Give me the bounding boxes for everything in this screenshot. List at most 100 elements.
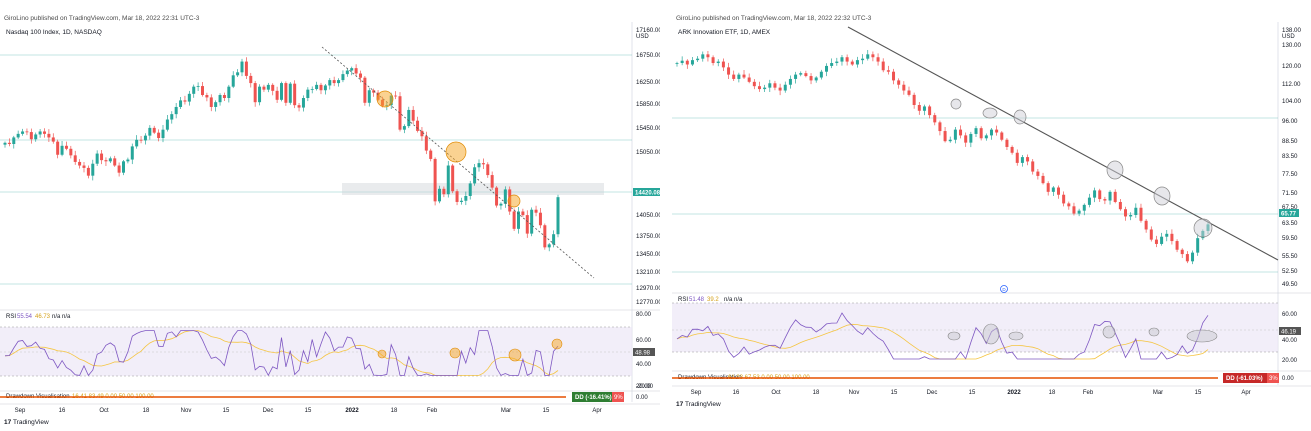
time-tick-label: 15 (969, 390, 976, 396)
touch-point-circle (1193, 218, 1213, 238)
time-tick-label: Oct (771, 390, 781, 396)
touch-point-circle (1013, 109, 1027, 125)
drawdown-badge-text: DD (-61.03%) (1226, 376, 1263, 382)
candle-body (1036, 171, 1040, 176)
right-chart-canvas[interactable]: 138.00 130.00 120.00 112.00 104.00 96.00 88.50… (672, 0, 1311, 431)
last-price-badge-text: 14420.08 (635, 190, 660, 196)
candle-body (249, 75, 253, 84)
candle-body (196, 86, 200, 87)
candle-body (1175, 241, 1179, 250)
candle-body (727, 67, 731, 75)
candle-body (394, 95, 398, 97)
candle-body (222, 95, 226, 99)
candle-body (680, 60, 684, 64)
candle-body (912, 94, 916, 105)
candle-body (499, 203, 503, 206)
price-tick-label: 13450.00 (636, 251, 660, 258)
rsi-touch-circle (1148, 327, 1160, 337)
candle-body (1077, 210, 1081, 214)
candle-body (301, 98, 305, 108)
rsi-tick-label: 20.00 (636, 384, 652, 390)
candle-body (148, 127, 152, 136)
candle-body (310, 89, 314, 90)
rsi-last-badge-text: 48.98 (635, 350, 651, 356)
dividend-event-icon[interactable] (1000, 285, 1008, 293)
candle-body (938, 122, 942, 132)
candle-body (354, 68, 358, 74)
price-tick-label: 120.00 (1282, 63, 1301, 70)
price-tick-label: 88.50 (1282, 138, 1298, 145)
drawdown-badge-tail (1267, 373, 1279, 383)
candle-body (886, 70, 890, 72)
candle-body (152, 127, 156, 133)
rsi-ma-line (4, 330, 559, 376)
candle-body (7, 142, 11, 145)
rsi-last-badge-text: 46.19 (1281, 329, 1297, 335)
time-tick-label: Nov (849, 390, 860, 396)
candle-body (1124, 209, 1128, 217)
rsi-ma-legend-value: 46.73 (35, 314, 51, 320)
candle-body (788, 78, 792, 85)
candle-body (47, 133, 51, 138)
candle-body (696, 58, 700, 61)
candle-body (459, 200, 463, 202)
candle-body (12, 137, 16, 145)
candle-body (21, 131, 25, 134)
candle-body (799, 73, 803, 75)
drawdown-tick-label: 0.00 (1282, 376, 1294, 382)
candle-body (416, 120, 420, 131)
candle-body (1180, 249, 1184, 255)
candle-body (126, 159, 130, 162)
candle-body (814, 77, 818, 81)
candle-body (332, 80, 336, 84)
currency-label: USD (636, 34, 649, 40)
price-tick-label: 112.00 (1282, 81, 1301, 88)
candle-body (337, 80, 341, 84)
time-tick-label: 2022 (1007, 390, 1021, 396)
candle-body (534, 209, 538, 213)
candle-body (372, 90, 376, 93)
time-tick-label: Dec (927, 390, 938, 396)
candle-body (861, 58, 865, 61)
candle-body (451, 165, 455, 192)
candle-body (262, 86, 266, 90)
rsi-touch-circle (1186, 329, 1218, 343)
candle-body (170, 114, 174, 120)
last-price-badge-text: 65.77 (1281, 211, 1297, 217)
time-tick-label: 15 (891, 390, 898, 396)
candle-body (51, 137, 55, 142)
candle-body (64, 145, 68, 149)
candle-body (1000, 132, 1004, 140)
candle-body (892, 71, 896, 81)
touch-point-circle (1153, 186, 1171, 206)
touch-point-circle (376, 90, 394, 108)
left-chart-canvas[interactable]: 17160.0016750.0016250.0015850.0015450.00… (0, 0, 660, 431)
candle-body (830, 63, 834, 66)
last-price-badge (633, 188, 660, 196)
price-tick-label: 15450.00 (636, 125, 660, 132)
candle-body (209, 97, 213, 107)
candle-body (1160, 236, 1164, 244)
candle-body (1129, 215, 1133, 217)
candle-body (91, 163, 95, 176)
candle-body (477, 163, 481, 168)
touch-point-circle (950, 98, 962, 110)
drawdown-tick-label: -20.00 (636, 384, 654, 390)
rsi-na-label: n/a n/a (52, 314, 71, 320)
candle-body (1165, 233, 1169, 237)
rsi-tick-label: 60.00 (636, 338, 652, 344)
candle-body (1154, 239, 1158, 244)
candle-body (804, 73, 808, 77)
candle-body (157, 132, 161, 139)
touch-point-circle (1106, 160, 1124, 180)
rsi-band (0, 327, 632, 376)
rsi-touch-circle (551, 338, 563, 350)
candle-body (402, 126, 406, 130)
candle-body (275, 90, 279, 100)
candle-body (130, 146, 134, 160)
time-tick-label: Feb (1083, 390, 1094, 396)
candle-body (1103, 199, 1107, 201)
time-tick-label: Apr (592, 408, 601, 414)
candle-body (438, 188, 441, 202)
rsi-legend-value: 55.54 (17, 314, 33, 320)
